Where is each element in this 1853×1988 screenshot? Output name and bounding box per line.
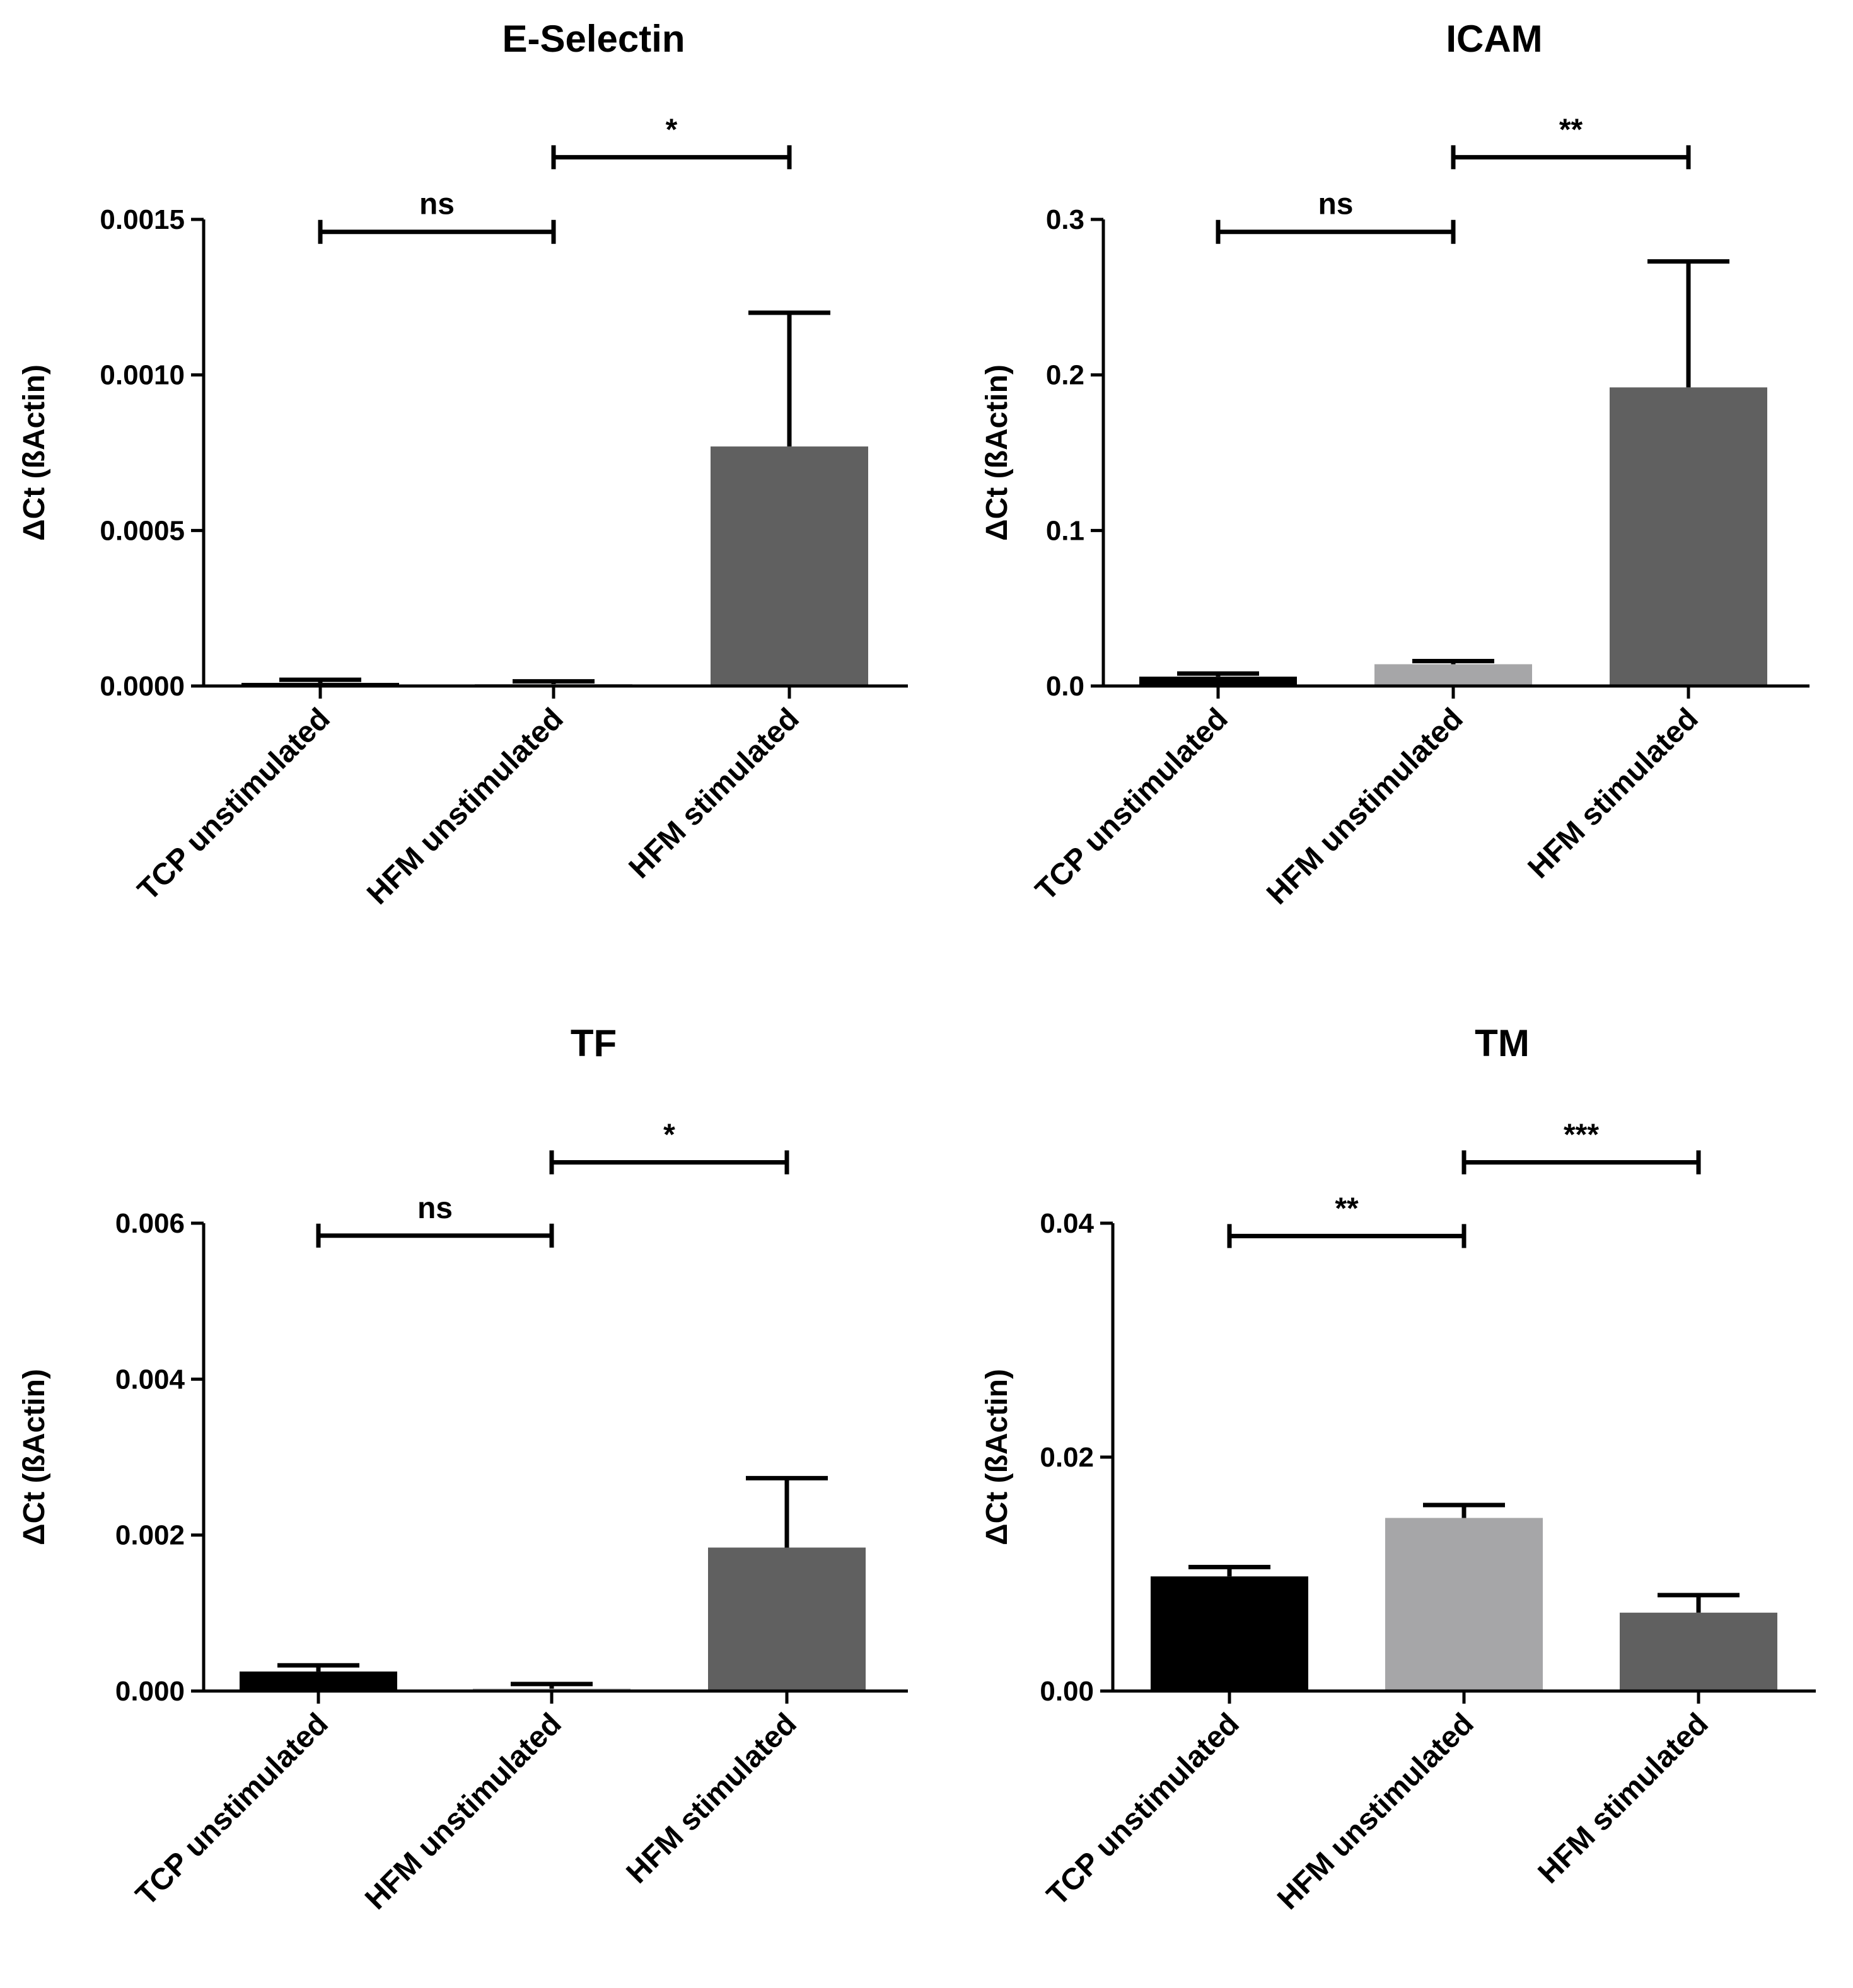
x-tick-label-tcp-unstimulated: TCP unstimulated — [1040, 1707, 1245, 1912]
significance-bracket-2: * — [549, 1119, 789, 1175]
significance-label: ** — [1335, 1192, 1359, 1225]
y-axis-label: ΔCt (ßActin) — [980, 1369, 1014, 1545]
chart-title: TF — [571, 1022, 617, 1064]
y-tick-label: 0.04 — [1040, 1208, 1094, 1239]
significance-bracket-1: ns — [316, 1192, 554, 1248]
x-tick-label-hfm-stimulated: HFM stimulated — [620, 1707, 803, 1890]
bar-tcp-unstimulated — [240, 1671, 397, 1691]
x-tick-label-tcp-unstimulated: TCP unstimulated — [129, 1707, 334, 1912]
x-tick-label-hfm-unstimulated: HFM unstimulated — [361, 702, 570, 911]
chart-panel-tf: TF ΔCt (ßActin) 0.000 0.002 0.004 0.006 TCP un… — [18, 1022, 908, 1916]
significance-bracket-2: ** — [1451, 113, 1691, 170]
x-tick-label-hfm-unstimulated: HFM unstimulated — [359, 1707, 568, 1916]
chart-title: ICAM — [1446, 18, 1542, 60]
bar-hfm-stimulated — [1610, 387, 1767, 686]
y-tick-label: 0.1 — [1046, 515, 1084, 546]
bar-tcp-unstimulated — [1151, 1576, 1308, 1691]
significance-label: ns — [417, 1192, 453, 1225]
bar-hfm-stimulated — [708, 1547, 866, 1691]
y-tick-label: 0.2 — [1046, 360, 1084, 391]
bar-hfm-unstimulated — [1374, 664, 1532, 686]
significance-label: * — [663, 1119, 675, 1152]
bar-hfm-unstimulated — [1385, 1518, 1543, 1691]
y-tick-label: 0.006 — [115, 1208, 185, 1239]
y-tick-label: 0.0015 — [100, 204, 185, 235]
bar-hfm-stimulated — [711, 446, 868, 686]
significance-bracket-2: * — [551, 113, 792, 170]
y-tick-label: 0.004 — [115, 1364, 185, 1395]
significance-bracket-2: *** — [1461, 1119, 1701, 1175]
y-tick-label: 0.0 — [1046, 671, 1084, 702]
significance-label: ** — [1559, 113, 1583, 146]
significance-label: *** — [1564, 1119, 1599, 1152]
y-axis-label: ΔCt (ßActin) — [18, 1369, 51, 1545]
y-axis-label: ΔCt (ßActin) — [980, 364, 1014, 541]
chart-title: E-Selectin — [502, 18, 685, 60]
y-tick-label: 0.0000 — [100, 671, 185, 702]
chart-title: TM — [1475, 1022, 1530, 1064]
y-tick-label: 0.00 — [1040, 1676, 1094, 1707]
y-tick-label: 0.000 — [115, 1676, 185, 1707]
significance-label: * — [666, 113, 678, 146]
chart-panel-icam: ICAM ΔCt (ßActin) 0.0 0.1 0.2 0.3 TCP unstimul… — [980, 18, 1809, 911]
x-tick-label-hfm-unstimulated: HFM unstimulated — [1260, 702, 1470, 911]
bar-tcp-unstimulated — [1139, 677, 1297, 686]
significance-bracket-1: ns — [1216, 188, 1456, 244]
x-tick-label-hfm-stimulated: HFM stimulated — [1532, 1707, 1715, 1890]
significance-bracket-1: ** — [1227, 1192, 1467, 1248]
bar-hfm-stimulated — [1620, 1612, 1777, 1691]
x-tick-label-tcp-unstimulated: TCP unstimulated — [1029, 702, 1234, 907]
y-tick-label: 0.02 — [1040, 1442, 1094, 1473]
y-tick-label: 0.002 — [115, 1520, 185, 1551]
y-tick-label: 0.0010 — [100, 360, 185, 391]
x-tick-label-hfm-unstimulated: HFM unstimulated — [1271, 1707, 1480, 1916]
y-tick-label: 0.0005 — [100, 515, 185, 546]
x-tick-label-hfm-stimulated: HFM stimulated — [623, 702, 806, 885]
x-tick-label-hfm-stimulated: HFM stimulated — [1522, 702, 1705, 885]
significance-label: ns — [419, 188, 455, 221]
significance-bracket-1: ns — [318, 188, 556, 244]
y-axis-label: ΔCt (ßActin) — [18, 364, 51, 541]
x-tick-label-tcp-unstimulated: TCP unstimulated — [131, 702, 336, 907]
chart-panel-tm: TM ΔCt (ßActin) 0.00 0.02 0.04 TCP unstimulat… — [980, 1022, 1816, 1916]
chart-panel-e-selectin: E-Selectin ΔCt (ßActin) 0.0000 0.0005 0.0010… — [18, 18, 908, 911]
y-tick-label: 0.3 — [1046, 204, 1084, 235]
significance-label: ns — [1318, 188, 1353, 221]
